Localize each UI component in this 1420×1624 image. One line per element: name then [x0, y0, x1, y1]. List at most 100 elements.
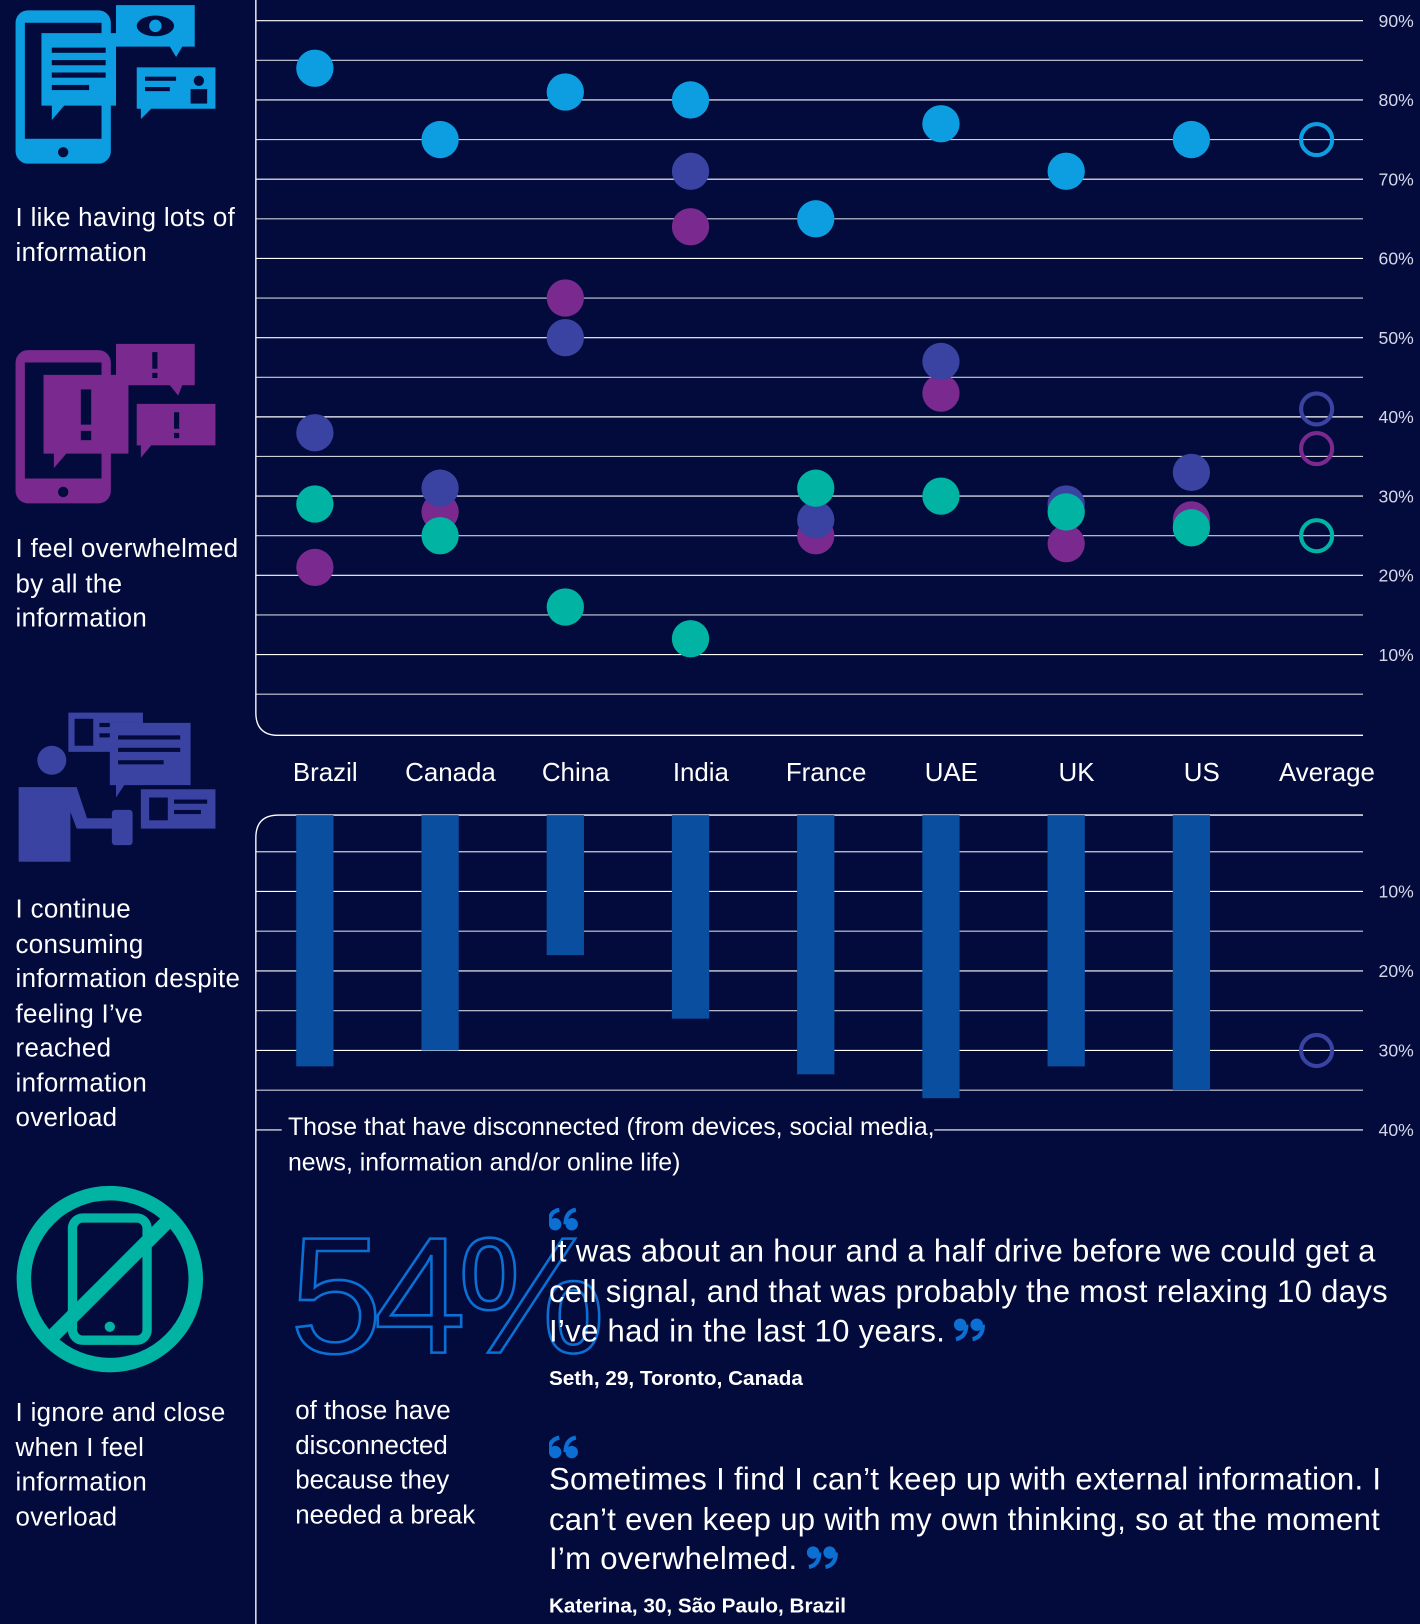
- bar: [922, 815, 960, 1099]
- y-tick-label: 30%: [1379, 1041, 1415, 1061]
- bottom-frame: [255, 814, 1364, 1624]
- dot: [1172, 509, 1211, 547]
- y-tick-label: 40%: [1379, 1120, 1415, 1140]
- y-tick-label: 90%: [1379, 11, 1415, 31]
- quote-author: Seth, 29, Toronto, Canada: [548, 1366, 803, 1390]
- quote: It was about an hour and a half drive be…: [548, 1207, 1398, 1391]
- dot: [421, 517, 459, 555]
- quote-mark-row: [548, 1207, 1398, 1233]
- quote-mark-row: [548, 1435, 1398, 1461]
- axis-caption-box: Those that have disconnected (from devic…: [287, 1113, 935, 1177]
- quote-body: It was about an hour and a half drive be…: [548, 1234, 1389, 1349]
- average-marker: [1299, 391, 1335, 427]
- dot: [421, 469, 459, 507]
- dot: [296, 49, 334, 87]
- y-tick-label: 20%: [1379, 961, 1415, 981]
- category-label: India: [673, 759, 730, 787]
- icon-overwhelmed: [15, 343, 216, 504]
- quote-text: It was about an hour and a half drive be…: [549, 1233, 1398, 1353]
- dot: [671, 81, 710, 119]
- quote: Sometimes I find I can’t keep up with ex…: [548, 1435, 1398, 1619]
- category-label: UAE: [925, 759, 978, 787]
- dot: [421, 120, 459, 159]
- dot: [671, 152, 710, 190]
- close-quote: [954, 1318, 986, 1342]
- quote-body: Sometimes I find I can’t keep up with ex…: [548, 1462, 1382, 1577]
- bar: [671, 815, 710, 1019]
- open-quote: [548, 1207, 578, 1231]
- dot: [922, 477, 960, 515]
- category-label: Canada: [405, 759, 496, 787]
- dot: [546, 588, 584, 626]
- dot: [546, 279, 584, 317]
- quote-text: Sometimes I find I can’t keep up with ex…: [549, 1460, 1398, 1580]
- average-marker: [1299, 121, 1335, 158]
- category-label: Average: [1279, 759, 1375, 787]
- stat-caption: of those have disconnected because they …: [295, 1396, 476, 1530]
- dot: [922, 105, 960, 143]
- top-frame: [255, 0, 1364, 737]
- legend-label: I continue consuming information despite…: [15, 894, 241, 1133]
- category-label: US: [1184, 759, 1220, 787]
- legend-label: I feel overwhelmed by all the informatio…: [15, 534, 239, 633]
- bar: [421, 815, 459, 1051]
- stat-caption-box: of those have disconnected because they …: [295, 1396, 476, 1530]
- y-tick-label: 70%: [1379, 169, 1415, 189]
- quote-author: Katerina, 30, São Paulo, Brazil: [548, 1594, 846, 1618]
- icon-information: [15, 5, 216, 164]
- dot: [546, 319, 584, 357]
- legend-box: I ignore and close when I feel informati…: [15, 1398, 226, 1532]
- category-label: Brazil: [293, 759, 358, 787]
- close-quote: [806, 1546, 838, 1570]
- category-label: UK: [1059, 759, 1095, 787]
- open-quote: [548, 1435, 578, 1459]
- dot: [1047, 493, 1085, 531]
- bar: [296, 815, 334, 1067]
- dot: [797, 469, 835, 507]
- stat-value: 54%: [290, 1204, 600, 1389]
- dot: [671, 208, 710, 246]
- y-tick-label: 10%: [1379, 882, 1415, 902]
- dot: [922, 374, 960, 412]
- bar: [1172, 815, 1211, 1091]
- dot: [296, 414, 334, 452]
- icon-ignore: [16, 1185, 204, 1373]
- y-tick-label: 20%: [1379, 566, 1415, 586]
- dot: [546, 73, 584, 111]
- dot: [296, 548, 334, 587]
- y-tick-label: 40%: [1379, 407, 1415, 427]
- axis-caption: Those that have disconnected (from devic…: [287, 1113, 935, 1177]
- legend-label: I ignore and close when I feel informati…: [15, 1398, 226, 1532]
- quote-box: It was about an hour and a half drive be…: [548, 1207, 1398, 1391]
- dot: [1172, 120, 1211, 159]
- bar: [1047, 815, 1085, 1067]
- y-tick-label: 60%: [1379, 249, 1415, 269]
- quote-box: Sometimes I find I can’t keep up with ex…: [548, 1435, 1398, 1619]
- y-tick-label: 10%: [1379, 645, 1415, 665]
- dot: [797, 501, 835, 539]
- average-marker: [1299, 518, 1335, 554]
- dot: [797, 200, 835, 238]
- dot: [1047, 525, 1085, 563]
- legend-box: I continue consuming information despite…: [15, 894, 241, 1133]
- icon-continue: [18, 712, 216, 862]
- category-label: China: [542, 759, 610, 787]
- dot: [1047, 152, 1085, 190]
- category-label: France: [786, 759, 867, 787]
- average-marker: [1299, 430, 1335, 467]
- y-tick-label: 50%: [1379, 328, 1415, 348]
- legend-label: I like having lots of information: [15, 203, 236, 267]
- dot: [296, 485, 334, 523]
- legend-box: I feel overwhelmed by all the informatio…: [15, 534, 239, 633]
- legend-box: I like having lots of information: [15, 203, 236, 267]
- y-tick-label: 30%: [1379, 486, 1415, 506]
- average-marker: [1299, 1032, 1335, 1069]
- dot: [1172, 453, 1211, 491]
- y-tick-label: 80%: [1379, 90, 1415, 110]
- bar: [546, 815, 584, 956]
- dot: [671, 620, 710, 658]
- dot: [922, 342, 960, 381]
- bar: [797, 815, 835, 1075]
